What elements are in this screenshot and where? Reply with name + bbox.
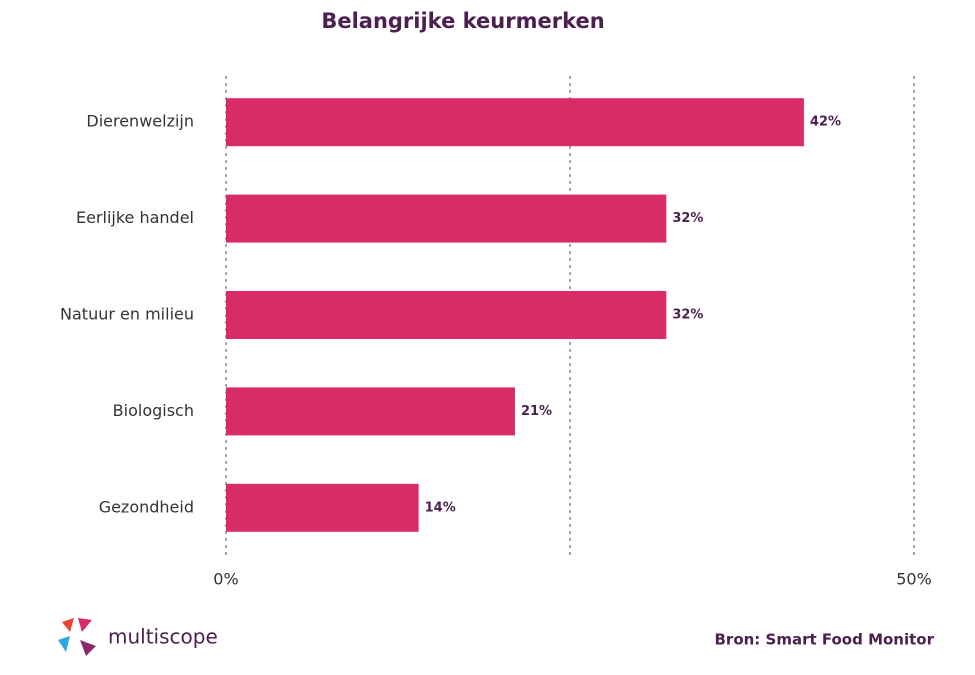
y-tick-label: Eerlijke handel: [76, 208, 194, 227]
bar: [226, 483, 419, 532]
y-tick-label: Natuur en milieu: [60, 305, 194, 324]
value-label: 21%: [521, 404, 552, 419]
y-tick-label: Dierenwelzijn: [86, 112, 194, 131]
bar: [226, 194, 667, 243]
bar: [226, 387, 515, 436]
value-label: 32%: [672, 308, 703, 323]
source: Bron: Smart Food Monitor: [714, 631, 934, 649]
value-label: 42%: [810, 115, 841, 130]
bar: [226, 291, 667, 339]
value-label: 14%: [425, 500, 456, 515]
logo-text: multiscope: [108, 625, 218, 649]
chart-title: Belangrijke keurmerken: [321, 9, 604, 33]
logo: [58, 618, 96, 656]
y-tick-label: Biologisch: [113, 401, 194, 420]
x-tick-label: 0%: [213, 570, 238, 589]
y-tick-label: Gezondheid: [99, 497, 194, 516]
x-tick-label: 50%: [896, 570, 932, 589]
bar: [226, 98, 804, 147]
value-label: 32%: [672, 211, 703, 226]
